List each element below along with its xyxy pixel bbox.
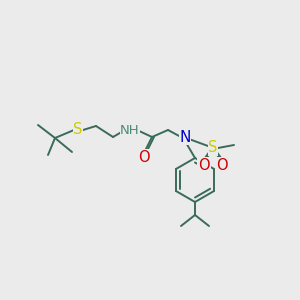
Text: O: O — [216, 158, 228, 172]
Text: S: S — [73, 122, 83, 137]
Text: N: N — [179, 130, 191, 145]
Text: O: O — [138, 149, 150, 164]
Text: NH: NH — [120, 124, 140, 136]
Text: S: S — [208, 140, 218, 155]
Text: O: O — [198, 158, 210, 172]
